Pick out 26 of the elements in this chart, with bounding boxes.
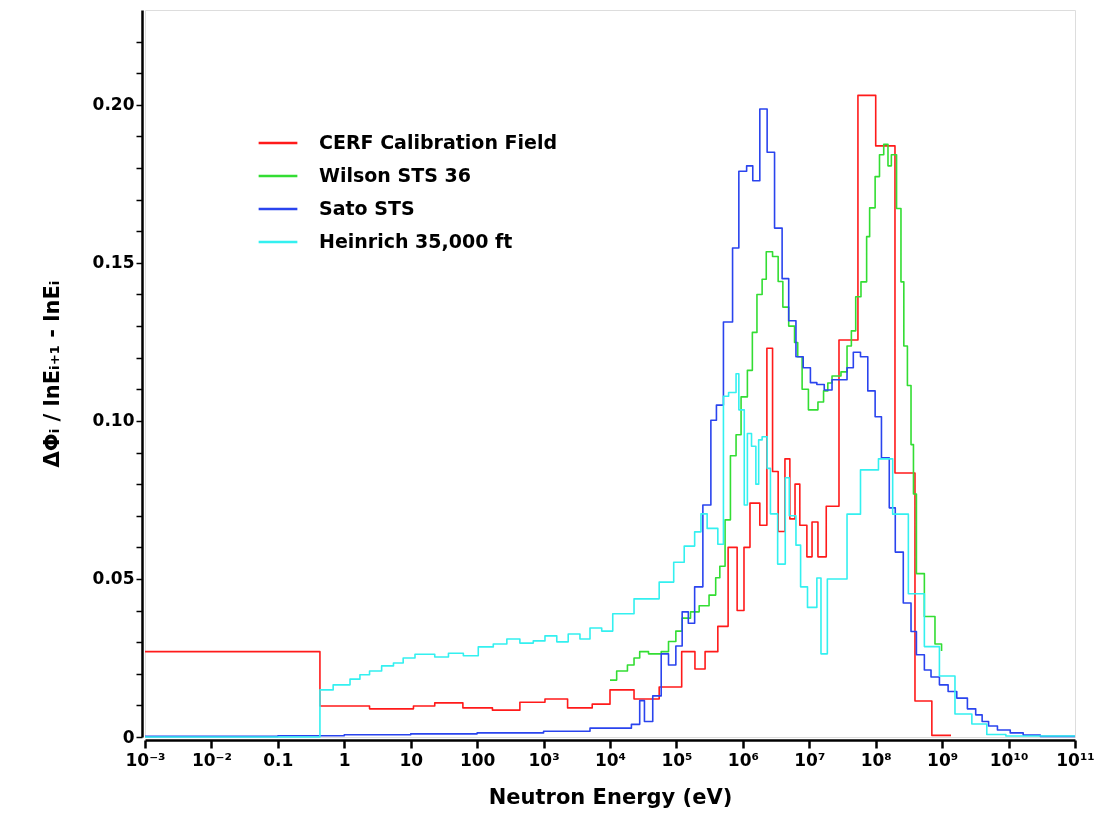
x-tick-label: 10⁸ [860,749,892,770]
x-tick-label: 10⁴ [594,749,627,770]
y-tick-label: 0.05 [92,568,135,589]
x-tick-label: 10 [399,749,424,770]
x-axis-title: Neutron Energy (eV) [488,784,733,809]
x-tick-label: 10⁻³ [125,749,166,770]
legend-label: Heinrich 35,000 ft [319,230,513,252]
x-tick-label: 10⁻² [191,749,232,770]
legend-label: CERF Calibration Field [319,131,558,153]
x-tick-label: 10¹¹ [1056,749,1095,770]
y-tick-label: 0.15 [92,252,135,273]
x-tick-label: 10³ [528,749,560,770]
x-tick-label: 0.1 [263,749,294,770]
legend-label: Wilson STS 36 [319,164,471,186]
y-tick-label: 0.20 [92,94,135,115]
y-axis-title: ΔΦᵢ / lnEᵢ₊₁ - lnEᵢ [39,280,64,468]
y-tick-label: 0.10 [92,410,135,431]
x-tick-label: 10¹⁰ [989,749,1029,770]
x-tick-label: 10⁶ [727,749,759,770]
legend-label: Sato STS [319,197,415,219]
x-tick-label: 1 [338,749,351,770]
x-tick-label: 10⁵ [661,749,693,770]
y-tick-label: 0 [122,726,135,747]
x-tick-label: 10⁷ [794,749,826,770]
x-tick-label: 10⁹ [927,749,959,770]
x-tick-label: 100 [459,749,496,770]
